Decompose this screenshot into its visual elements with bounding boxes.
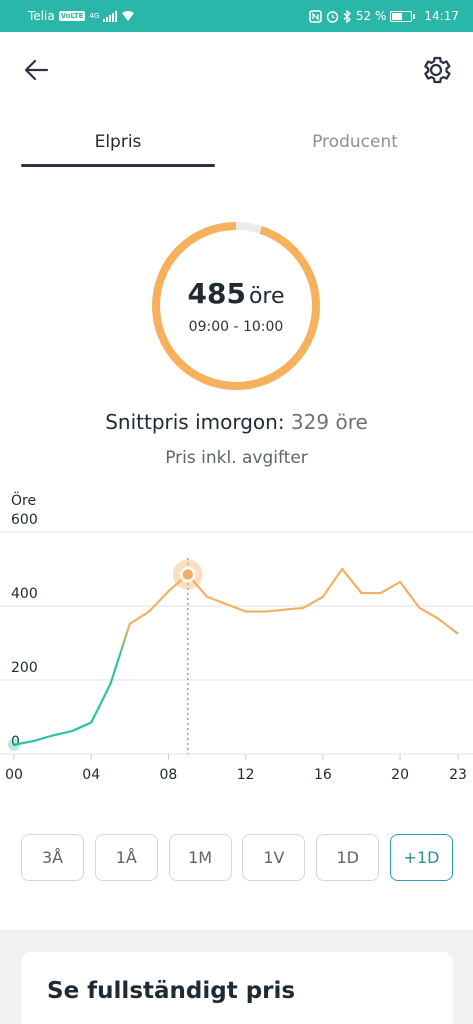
price-line bbox=[13, 567, 459, 746]
gauge-fill bbox=[152, 222, 320, 390]
battery-icon bbox=[390, 10, 416, 22]
start-point-halo bbox=[8, 738, 20, 751]
full-price-title: Se fullständigt pris bbox=[47, 978, 296, 1004]
wifi-icon bbox=[122, 11, 135, 21]
average-price: Snittpris imorgon: 329 öre bbox=[0, 410, 473, 434]
range-button-plus1d[interactable]: +1D bbox=[390, 834, 453, 881]
range-button-3å[interactable]: 3Å bbox=[21, 834, 84, 881]
clock: 14:17 bbox=[424, 9, 459, 23]
current-price: 485 öre bbox=[151, 277, 321, 310]
x-tick-label: 12 bbox=[237, 767, 255, 783]
range-button-1v[interactable]: 1V bbox=[242, 834, 306, 881]
x-tick-label: 00 bbox=[5, 767, 23, 783]
alarm-icon bbox=[326, 10, 339, 23]
status-bar: Telia VoLTE 4G 52 % 14:17 bbox=[0, 0, 473, 32]
arrow-left-icon bbox=[24, 59, 49, 81]
x-tick-label: 20 bbox=[391, 767, 409, 783]
current-price-value: 485 bbox=[187, 277, 246, 310]
range-button-1m[interactable]: 1M bbox=[168, 834, 232, 881]
selected-point bbox=[179, 566, 196, 583]
full-price-card[interactable]: Se fullständigt pris bbox=[21, 952, 453, 1024]
signal-icon bbox=[103, 10, 118, 22]
back-button[interactable] bbox=[18, 52, 54, 88]
range-button-1å[interactable]: 1Å bbox=[94, 834, 158, 881]
volte-badge: VoLTE bbox=[58, 11, 86, 21]
tab-elpris[interactable]: Elpris bbox=[21, 118, 215, 167]
battery-level bbox=[392, 12, 402, 20]
gear-icon bbox=[424, 56, 451, 84]
tab-producent[interactable]: Producent bbox=[312, 132, 398, 152]
carrier-label: Telia bbox=[28, 9, 55, 23]
y-tick-label: 400 bbox=[11, 586, 38, 602]
bluetooth-icon bbox=[343, 9, 351, 23]
gauge-ring bbox=[152, 222, 320, 390]
x-tick-label: 23 bbox=[449, 767, 467, 783]
y-tick-label: 200 bbox=[11, 660, 38, 676]
settings-button[interactable] bbox=[416, 50, 456, 90]
average-price-label: Snittpris imorgon: bbox=[105, 410, 285, 434]
x-tick-label: 08 bbox=[160, 767, 178, 783]
price-gauge: 485 öre 09:00 - 10:00 bbox=[151, 221, 321, 391]
y-tick-label: 600 bbox=[11, 512, 38, 528]
price-note: Pris inkl. avgifter bbox=[165, 448, 308, 468]
current-time-range: 09:00 - 10:00 bbox=[188, 319, 284, 335]
range-selector: 3Å 1Å 1M 1V 1D +1D bbox=[21, 834, 453, 882]
x-tick-label: 04 bbox=[82, 767, 100, 783]
range-button-1d[interactable]: 1D bbox=[316, 834, 380, 881]
average-price-value: 329 öre bbox=[290, 410, 368, 434]
battery-percent: 52 % bbox=[355, 9, 387, 23]
x-tick-label: 16 bbox=[314, 767, 332, 783]
nfc-icon bbox=[309, 9, 322, 23]
status-left: Telia VoLTE 4G bbox=[28, 9, 135, 23]
y-axis-label: Öre bbox=[11, 491, 36, 509]
current-price-unit: öre bbox=[248, 284, 285, 309]
status-right: 52 % 14:17 bbox=[309, 9, 459, 23]
y-tick-label: 0 bbox=[11, 734, 20, 750]
network-label: 4G bbox=[89, 12, 100, 20]
